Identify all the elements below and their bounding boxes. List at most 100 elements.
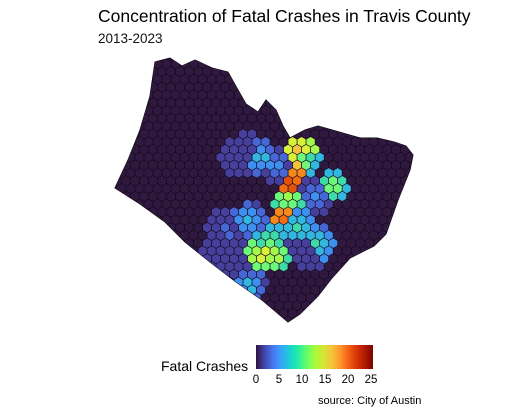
hex-cell	[346, 112, 357, 124]
hex-cell	[310, 112, 321, 124]
hex-cell	[400, 284, 411, 296]
hex-cell	[135, 324, 144, 334]
hex-cell	[395, 198, 406, 210]
hex-cell	[116, 307, 127, 319]
hex-cell	[175, 315, 185, 322]
hex-cell	[386, 105, 397, 117]
hex-cell	[382, 284, 393, 296]
hex-cell	[247, 58, 257, 62]
hex-cell	[404, 214, 413, 226]
hex-cell	[115, 284, 122, 296]
hex-cell	[115, 190, 122, 202]
hex-cell	[216, 324, 225, 334]
hex-cell	[104, 82, 113, 92]
hex-cell	[116, 245, 127, 257]
hex-cell	[104, 222, 113, 232]
hex-cell	[143, 307, 154, 319]
hex-cell	[404, 73, 413, 85]
legend-tick-label: 10	[295, 374, 309, 386]
hex-cell	[125, 73, 136, 85]
hex-cell	[121, 81, 131, 93]
hex-cell	[170, 276, 181, 288]
hex-cell	[414, 74, 423, 84]
hex-cell	[328, 58, 339, 62]
hex-cell	[364, 315, 375, 322]
legend-tick-label: 20	[341, 374, 355, 386]
hex-cell	[104, 144, 113, 154]
hex-cell	[265, 66, 275, 78]
hex-cell	[211, 284, 221, 296]
hex-cell	[391, 253, 402, 265]
hex-cell	[359, 292, 370, 304]
hex-cell	[116, 120, 127, 132]
hex-cell	[337, 112, 348, 124]
hex-cell	[274, 66, 284, 78]
hex-cell	[134, 261, 145, 273]
hex-cell	[207, 324, 216, 334]
hex-cell	[152, 229, 163, 241]
hex-cell	[121, 206, 131, 218]
hex-cell	[368, 105, 379, 117]
hex-cell	[175, 58, 185, 62]
hex-cell	[414, 293, 423, 303]
legend-tick-label: 0	[252, 374, 260, 386]
hex-cell	[355, 315, 366, 322]
hex-cell	[143, 292, 154, 304]
hex-cell	[373, 253, 384, 265]
hex-cell	[121, 112, 131, 124]
hex-cell	[359, 105, 370, 117]
hex-cell	[364, 112, 375, 124]
hex-cell	[139, 268, 149, 280]
hex-cell	[391, 66, 402, 78]
hex-cell	[283, 112, 293, 124]
hex-cell	[193, 315, 203, 322]
hex-cell	[391, 315, 402, 322]
hex-cell	[202, 58, 212, 62]
hex-cell	[161, 261, 172, 273]
hex-cell	[283, 58, 293, 62]
hex-cell	[242, 73, 253, 85]
hex-cell	[224, 292, 235, 304]
hex-cell	[125, 261, 136, 273]
hex-cell	[373, 81, 384, 93]
hex-cell	[359, 73, 370, 85]
hex-cell	[242, 58, 253, 70]
hex-cell	[373, 237, 384, 249]
hex-cell	[409, 128, 413, 140]
hex-cell	[373, 112, 384, 124]
hex-cell	[386, 307, 397, 319]
hex-cell	[152, 214, 163, 226]
hex-cell	[117, 324, 126, 334]
hex-cell	[115, 58, 122, 62]
hex-cell	[206, 307, 217, 319]
hex-cell	[157, 237, 167, 249]
hex-cell	[238, 58, 248, 62]
hex-cell	[121, 253, 131, 265]
hex-cell	[310, 81, 321, 93]
hex-cell	[247, 66, 257, 78]
hex-cell	[373, 268, 384, 280]
hex-cell	[378, 324, 387, 334]
hex-cell	[328, 315, 339, 322]
hex-cell	[215, 292, 226, 304]
hex-cell	[188, 276, 199, 288]
hex-cell	[125, 245, 136, 257]
hex-cell	[152, 276, 163, 288]
hex-cell	[332, 105, 343, 117]
hex-cell	[292, 66, 302, 78]
hex-cell	[287, 89, 298, 101]
hex-cell	[414, 261, 423, 271]
hex-cell	[121, 58, 131, 62]
hex-cell	[206, 261, 217, 273]
hex-cell	[328, 97, 339, 109]
hex-cell	[229, 315, 239, 322]
hex-cell	[134, 105, 145, 117]
hex-cell	[104, 207, 113, 217]
hex-cell	[350, 58, 361, 70]
hex-cell	[382, 58, 393, 62]
hex-cell	[148, 268, 158, 280]
hex-cell	[162, 324, 171, 334]
hex-cell	[368, 245, 379, 257]
hex-cell	[395, 245, 406, 257]
hex-cell	[414, 215, 423, 225]
